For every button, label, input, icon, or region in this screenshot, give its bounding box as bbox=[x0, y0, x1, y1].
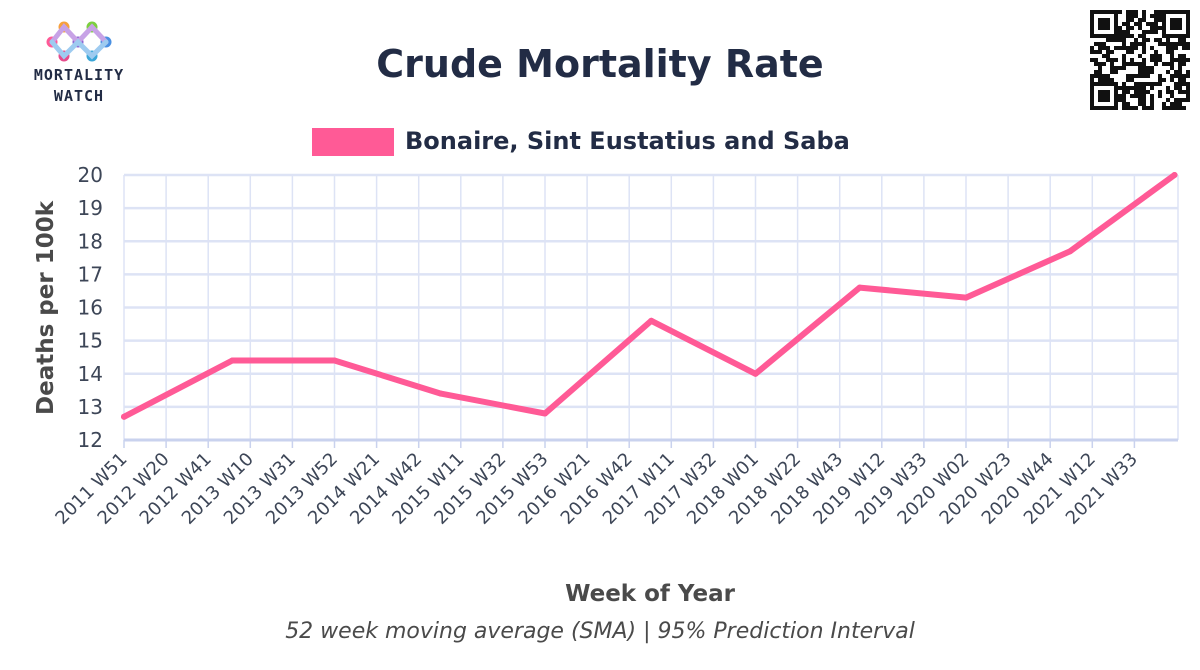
logo-text-line2: WATCH bbox=[54, 87, 104, 105]
y-tick-label: 14 bbox=[78, 362, 103, 386]
qr-code bbox=[1090, 10, 1190, 110]
y-tick-label: 17 bbox=[78, 262, 103, 286]
x-axis-title: Week of Year bbox=[565, 581, 736, 607]
chart-title: Crude Mortality Rate bbox=[376, 42, 823, 86]
data-point bbox=[648, 317, 655, 324]
logo-icon bbox=[46, 21, 112, 62]
data-point bbox=[437, 390, 444, 397]
data-point bbox=[331, 357, 338, 364]
y-axis-ticks: 12 13 14 15 16 17 18 19 20 bbox=[78, 163, 103, 452]
y-tick-label: 20 bbox=[78, 163, 103, 187]
data-point bbox=[752, 370, 759, 377]
y-tick-label: 13 bbox=[78, 395, 103, 419]
mortality-watch-logo: MORTALITY WATCH bbox=[34, 21, 124, 105]
series-layer bbox=[121, 172, 1178, 420]
grid bbox=[123, 173, 1179, 442]
y-tick-label: 12 bbox=[78, 428, 103, 452]
y-tick-label: 15 bbox=[78, 329, 103, 353]
y-tick-label: 18 bbox=[78, 229, 103, 253]
legend-label: Bonaire, Sint Eustatius and Saba bbox=[405, 127, 850, 155]
logo-text-line1: MORTALITY bbox=[34, 66, 124, 84]
y-tick-label: 16 bbox=[78, 296, 103, 320]
data-point bbox=[542, 410, 548, 417]
data-point bbox=[229, 357, 236, 364]
chart-subtitle: 52 week moving average (SMA) | 95% Predi… bbox=[285, 619, 915, 644]
data-point bbox=[1067, 248, 1074, 255]
legend: Bonaire, Sint Eustatius and Saba bbox=[312, 127, 850, 156]
y-axis-title: Deaths per 100k bbox=[33, 200, 59, 415]
y-tick-label: 19 bbox=[78, 196, 103, 220]
data-point bbox=[1171, 172, 1178, 178]
data-point bbox=[121, 413, 127, 420]
legend-swatch bbox=[312, 128, 394, 156]
series-line bbox=[121, 172, 1178, 420]
data-point bbox=[856, 284, 863, 291]
data-point bbox=[963, 294, 969, 301]
